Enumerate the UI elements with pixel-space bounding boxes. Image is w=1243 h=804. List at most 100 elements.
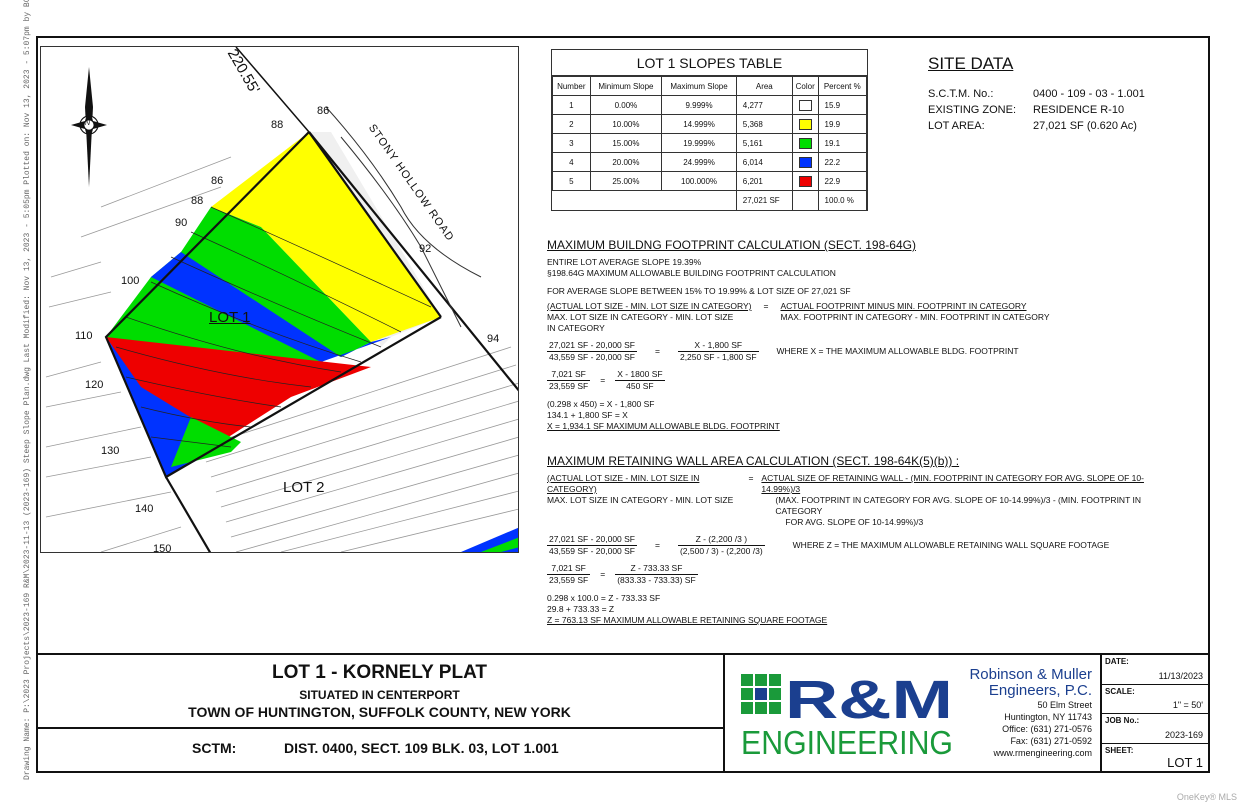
equals-sign: = [600,569,606,579]
formula-row: 7,021 SF 23,559 SF = Z - 733.33 SF (833.33… [547,563,1167,586]
firm-website: www.rmengineering.com [993,748,1092,758]
formula-rhs: ACTUAL SIZE OF RETAINING WALL - (MIN. FO… [761,473,1167,528]
formula-rhs: ACTUAL FOOTPRINT MINUS MIN. FOOTPRINT IN… [780,301,1049,323]
project-location: SITUATED IN CENTERPORT [299,688,460,702]
fraction: 27,021 SF - 20,000 SF 43,559 SF - 20,000 … [547,340,637,363]
column-header: Percent % [817,76,868,96]
table-row: 2 10.00% 14.999% 5,368 19.9 [552,114,868,134]
cell-max: 9.999% [661,95,737,115]
firm-street: 50 Elm Street [1037,700,1092,710]
title-block: LOT 1 - KORNELY PLAT SITUATED IN CENTERP… [36,653,1210,773]
fraction: X - 1,800 SF 2,250 SF - 1,800 SF [677,340,759,363]
table-row: 5 25.00% 100.000% 6,201 22.9 [552,171,868,191]
equals-sign: = [655,346,660,356]
formula-den: 23,559 SF [549,381,589,391]
formula-row: (ACTUAL LOT SIZE - MIN. LOT SIZE IN CATE… [547,301,1167,334]
firm-address: 50 Elm Street Huntington, NY 11743 Offic… [993,699,1092,759]
contour-label: 100 [121,275,140,287]
cell-min: 15.00% [589,133,663,153]
firm-name-line: Engineers, P.C. [988,682,1092,699]
formula-num: Z - (2,200 /3 ) [677,534,765,546]
color-swatch [798,175,812,187]
slope-area-yellow [211,132,441,342]
retaining-result: Z = 763.13 SF MAXIMUM ALLOWABLE RETAININ… [547,615,828,625]
formula-note: WHERE Z = THE MAXIMUM ALLOWABLE RETAININ… [792,540,1110,550]
equals-sign: = [655,540,660,550]
slope-area-green-3 [171,417,241,467]
formula-den: MAX. LOT SIZE IN CATEGORY - MIN. LOT SIZ… [547,495,734,505]
firm-info: R&M ENGINEERING Robinson & Muller Engine… [729,655,1098,773]
formula-row: 7,021 SF 23,559 SF = X - 1800 SF 450 SF [547,369,1167,392]
project-info: LOT 1 - KORNELY PLAT SITUATED IN CENTERP… [36,655,725,773]
formula-den: FOR AVG. SLOPE OF 10-14.99%)/3 [785,517,924,527]
calculations: MAXIMUM BUILDNG FOOTPRINT CALCULATION (S… [547,238,1167,626]
calc-text: ENTIRE LOT AVERAGE SLOPE 19.39% [547,257,702,267]
contour-label: 92 [419,243,432,255]
formula-num: X - 1,800 SF [677,340,759,352]
formula-num: Z - 733.33 SF [615,563,698,575]
formula-den: 43,559 SF - 20,000 SF [549,352,635,362]
firm-fax: Fax: (631) 271-0592 [1010,736,1092,746]
footprint-title: MAXIMUM BUILDNG FOOTPRINT CALCULATION (S… [547,238,916,252]
contour-label: 86 [211,175,224,187]
color-swatch [798,99,812,111]
drawing-meta: DATE: 11/13/2023 SCALE: 1" = 50' JOB No.: 2… [1100,655,1208,773]
cell-number: 3 [552,133,591,153]
lot2-label: LOT 2 [283,479,325,496]
cell-max: 24.999% [661,152,737,172]
cell-min: 0.00% [589,95,663,115]
date-cell: DATE: 11/13/2023 [1102,655,1208,685]
cell-color [791,133,819,153]
slopes-table: LOT 1 SLOPES TABLE Number Minimum Slope … [551,49,868,211]
cell-area: 4,277 [735,95,793,115]
cell-percent: 19.9 [817,114,868,134]
lot1-label: LOT 1 [209,309,251,326]
formula-row: (ACTUAL LOT SIZE - MIN. LOT SIZE IN CATE… [547,473,1167,528]
color-swatch [798,137,812,149]
site-data: SITE DATA S.C.T.M. No.: 0400 - 109 - 03 -… [928,54,1188,134]
equals-sign: = [763,301,769,311]
equals-sign: = [748,473,754,483]
formula-lhs: (ACTUAL LOT SIZE - MIN. LOT SIZE IN CATE… [547,301,752,334]
equals-sign: = [600,375,606,385]
fraction: 7,021 SF 23,559 SF [547,369,591,392]
lot1-hatch [115,206,432,448]
contour-hatching [45,156,518,552]
slope-area-green [151,207,371,357]
fraction: 7,021 SF 23,559 SF [547,563,591,586]
formula-row: 27,021 SF - 20,000 SF 43,559 SF - 20,000 … [547,340,1167,363]
formula-num: X - 1800 SF [615,369,665,381]
retaining-title: MAXIMUM RETAINING WALL AREA CALCULATION … [547,454,960,468]
rm-engineering-logo: R&M ENGINEERING [741,670,953,760]
fraction: Z - (2,200 /3 ) (2,500 / 3) - (2,200 /3) [677,534,765,557]
cell-area: 6,201 [735,171,793,191]
formula-den: 43,559 SF - 20,000 SF [549,546,635,556]
site-data-value: RESIDENCE R-10 [1033,104,1125,116]
calc-step: 134.1 + 1,800 SF = X [547,410,628,420]
slope-area-green-2 [106,277,321,362]
firm-name-line: Robinson & Muller [969,666,1092,683]
formula-num: 7,021 SF [547,369,591,381]
table-header-row: Number Minimum Slope Maximum Slope Area … [552,76,868,96]
formula-row: 27,021 SF - 20,000 SF 43,559 SF - 20,000 … [547,534,1167,557]
job-value: 2023-169 [1164,729,1203,740]
sheet-value: LOT 1 [1167,755,1203,770]
formula-num: 27,021 SF - 20,000 SF [547,534,637,546]
sctm-label: SCTM: [192,740,237,756]
cell-percent: 15.9 [817,95,868,115]
scale-cell: SCALE: 1" = 50' [1102,685,1208,714]
column-header: Area [735,76,793,96]
color-swatch [798,156,812,168]
formula-den: 2,250 SF - 1,800 SF [679,352,757,362]
contour-label: 94 [487,333,500,345]
firm-name: Robinson & Muller Engineers, P.C. [969,667,1092,699]
site-data-row: EXISTING ZONE: RESIDENCE R-10 [928,102,1188,118]
cell-area: 6,014 [735,152,793,172]
contour-label: 110 [75,330,93,342]
site-data-label: S.C.T.M. No.: [928,88,994,100]
cell-percent: 22.9 [817,171,868,191]
contour-label: 88 [271,119,284,131]
fraction: Z - 733.33 SF (833.33 - 733.33) SF [615,563,698,586]
formula-note: WHERE X = THE MAXIMUM ALLOWABLE BLDG. FO… [776,346,1019,356]
contour-label: 120 [85,379,104,391]
